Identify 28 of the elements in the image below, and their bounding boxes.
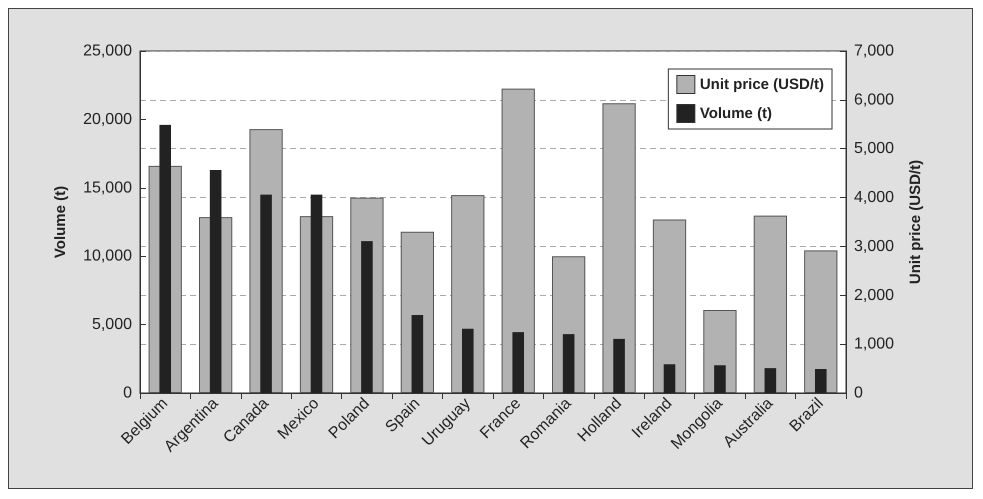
bar (562, 334, 574, 393)
bar (764, 368, 776, 393)
y-tick-label: 20,000 (83, 110, 132, 128)
bar (512, 332, 524, 393)
bar (260, 194, 272, 393)
y-axis-title: Volume (t) (52, 186, 69, 258)
y-tick-label: 0 (123, 384, 132, 402)
bar (664, 364, 676, 393)
bar (412, 315, 424, 393)
y2-tick-label: 6,000 (854, 91, 894, 108)
y-tick-label: 15,000 (83, 179, 132, 196)
y-tick-label: 5,000 (92, 316, 132, 334)
y-tick-label: 25,000 (83, 42, 132, 60)
y2-tick-label: 4,000 (854, 189, 894, 206)
bar (613, 338, 625, 393)
bar (462, 328, 474, 393)
bar (814, 369, 827, 393)
y2-tick-label: 2,000 (854, 286, 894, 304)
y2-tick-label: 5,000 (854, 140, 894, 158)
y2-tick-label: 3,000 (854, 238, 894, 255)
bar (714, 365, 726, 393)
y2-tick-label: 7,000 (854, 42, 894, 60)
y2-tick-label: 0 (854, 384, 863, 402)
y2-tick-label: 1,000 (854, 336, 894, 353)
y2-axis-title: Unit price (USD/t) (907, 160, 924, 284)
legend-label: Unit price (USD/t) (700, 76, 824, 93)
legend-label: Volume (t) (700, 105, 772, 122)
y-tick-label: 10,000 (83, 248, 132, 265)
